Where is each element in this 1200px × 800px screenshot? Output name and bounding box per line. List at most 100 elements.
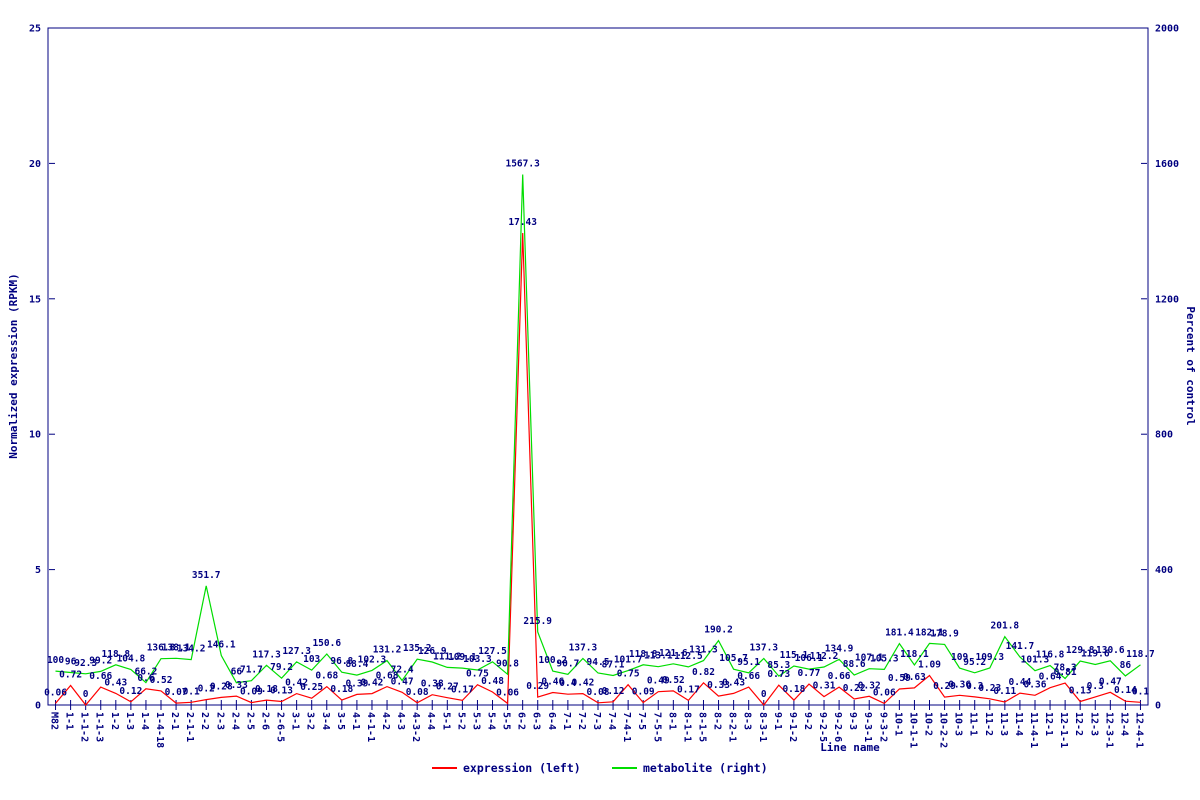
point-label: 109.1 bbox=[448, 652, 477, 663]
point-label: 100.2 bbox=[538, 655, 567, 666]
x-tick-label: 2-2 bbox=[199, 712, 210, 730]
series-line-right bbox=[55, 174, 1141, 684]
point-label: 141.7 bbox=[1006, 641, 1035, 652]
point-label: 112.5 bbox=[674, 651, 703, 662]
point-label: 117.3 bbox=[252, 649, 281, 660]
point-label: 0.66 bbox=[828, 671, 851, 682]
x-tick-label: 7-4-1 bbox=[621, 712, 632, 742]
point-label: 88.6 bbox=[843, 659, 866, 670]
point-label: 182.1 bbox=[915, 627, 944, 638]
point-label: 79.2 bbox=[270, 662, 293, 673]
point-label: 118.1 bbox=[900, 649, 929, 660]
point-label: 96.8 bbox=[330, 656, 353, 667]
point-label: 0.73 bbox=[767, 669, 790, 680]
point-label: 0.23 bbox=[978, 683, 1001, 694]
right-tick-label: 1200 bbox=[1155, 294, 1179, 305]
x-axis-ticks: M82 1-1 1-1-2 1-1-3 1-2 1-3 1-4 1-4-18 2-1 2-1-1 2… bbox=[49, 700, 1144, 748]
point-label: 85.3 bbox=[767, 660, 790, 671]
point-label: 0.6 bbox=[137, 673, 154, 684]
point-label: 127.5 bbox=[478, 646, 507, 657]
point-label: 0.25 bbox=[300, 682, 323, 693]
x-tick-label: 4-4 bbox=[425, 712, 436, 730]
point-label: 96 bbox=[65, 657, 77, 668]
point-label: 66.2 bbox=[134, 667, 157, 678]
point-label: 105.3 bbox=[870, 653, 899, 664]
point-label: 0.08 bbox=[406, 687, 429, 698]
point-label: 0.06 bbox=[496, 687, 519, 698]
point-label: 121.6 bbox=[659, 648, 688, 659]
point-label: 0.3 bbox=[966, 681, 983, 692]
x-tick-label: M82 bbox=[49, 712, 60, 730]
point-label: 101.3 bbox=[1021, 655, 1050, 666]
x-tick-label: 2-4 bbox=[229, 712, 240, 730]
point-label: 0 bbox=[761, 689, 767, 700]
x-tick-label: 7-4 bbox=[606, 712, 617, 730]
x-tick-label: 11-4 bbox=[1013, 712, 1024, 736]
plot-frame bbox=[47, 27, 1149, 706]
x-tick-label: 10-2-2 bbox=[938, 712, 949, 748]
left-tick-label: 5 bbox=[35, 565, 41, 576]
x-tick-label: 2-5 bbox=[244, 712, 255, 730]
point-label: 0.18 bbox=[782, 684, 805, 695]
x-tick-label: 3-1 bbox=[290, 712, 301, 730]
right-tick-label: 0 bbox=[1155, 701, 1161, 712]
point-label: 0.33 bbox=[225, 680, 248, 691]
point-label: 107.1 bbox=[855, 653, 884, 664]
point-label: 351.7 bbox=[192, 570, 221, 581]
legend: expression (left) metabolite (right) bbox=[432, 761, 768, 775]
x-axis-title: Line name bbox=[820, 741, 880, 754]
x-tick-label: 12-2 bbox=[1073, 712, 1084, 736]
x-tick-label: 6-3 bbox=[531, 712, 542, 730]
point-label: 72.4 bbox=[391, 664, 414, 675]
x-tick-label: 5-1 bbox=[440, 712, 451, 730]
left-axis-title: Normalized expression (RPKM) bbox=[7, 273, 20, 458]
point-label: 0.72 bbox=[59, 670, 82, 681]
point-label: 0.66 bbox=[737, 671, 760, 682]
x-tick-label: 10-1-1 bbox=[907, 712, 918, 748]
x-tick-label: 5-3 bbox=[470, 712, 481, 730]
x-tick-label: 8-3-1 bbox=[757, 712, 768, 742]
point-label: 0.42 bbox=[361, 678, 384, 689]
x-tick-label: 11-1 bbox=[968, 712, 979, 736]
point-label: 99.2 bbox=[89, 655, 112, 666]
point-label: 100 bbox=[47, 655, 64, 666]
x-tick-label: 10-3 bbox=[953, 712, 964, 736]
x-tick-label: 3-5 bbox=[335, 712, 346, 730]
point-label: 113.1 bbox=[644, 651, 673, 662]
point-label: 87.1 bbox=[602, 660, 625, 671]
point-label: 0.52 bbox=[150, 675, 173, 686]
point-label: 0.48 bbox=[481, 676, 504, 687]
point-label: 201.8 bbox=[991, 621, 1020, 632]
point-label: 137.3 bbox=[749, 643, 778, 654]
point-label: 115.1 bbox=[780, 650, 809, 661]
point-label: 0.12 bbox=[602, 686, 625, 697]
point-label: 0.33 bbox=[707, 680, 730, 691]
point-label: 1567.3 bbox=[505, 158, 540, 169]
point-label: 1.09 bbox=[918, 659, 941, 670]
point-label: 0.31 bbox=[813, 681, 836, 692]
x-tick-label: 4-2 bbox=[380, 712, 391, 730]
point-label: 0.14 bbox=[1114, 685, 1137, 696]
point-label: 109 bbox=[951, 652, 968, 663]
x-tick-label: 5-2 bbox=[455, 712, 466, 730]
x-tick-label: 5-5 bbox=[501, 712, 512, 730]
right-tick-label: 800 bbox=[1155, 430, 1173, 441]
point-label: 0.81 bbox=[1054, 667, 1077, 678]
x-tick-label: 4-3-2 bbox=[410, 712, 421, 742]
x-tick-label: 9-3-2 bbox=[877, 712, 888, 742]
x-tick-label: 2-6-5 bbox=[275, 712, 286, 742]
point-label: 95.2 bbox=[963, 657, 986, 668]
x-tick-label: 1-1 bbox=[64, 712, 75, 730]
left-axis-ticks: 0 5 10 15 20 25 bbox=[29, 24, 55, 712]
x-tick-label: 3-4 bbox=[320, 712, 331, 730]
point-label: 0.64 bbox=[1039, 672, 1062, 683]
point-label: 0.29 bbox=[933, 681, 956, 692]
x-tick-label: 12-4-1 bbox=[1133, 712, 1144, 748]
point-label: 135.2 bbox=[403, 643, 432, 654]
point-label: 0.77 bbox=[798, 668, 821, 679]
x-tick-label: 9-3 bbox=[847, 712, 858, 730]
point-label: 103 bbox=[303, 654, 320, 665]
x-tick-label: 1-2 bbox=[109, 712, 120, 730]
x-tick-label: 8-3 bbox=[742, 712, 753, 730]
